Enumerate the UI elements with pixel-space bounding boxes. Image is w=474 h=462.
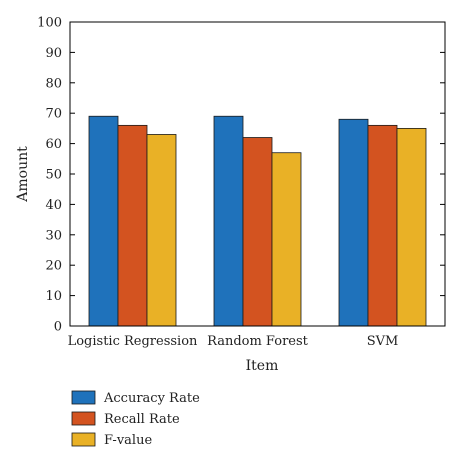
bar-accuracy-rate-1 [213,115,244,327]
y-tick-label: 50 [45,168,62,183]
legend-item: F-value [71,432,152,448]
y-tick-label: 80 [45,76,62,91]
legend: Accuracy Rate Recall Rate F-value [71,390,200,448]
bar-recall-rate-2 [367,124,398,327]
legend-swatch [71,411,96,426]
bar-accuracy-rate-0 [88,115,119,327]
legend-swatch [71,432,96,447]
legend-swatch [71,390,96,405]
y-tick-label: 30 [45,228,62,243]
bar-f-value-0 [146,134,177,327]
y-tick-label: 40 [45,198,62,213]
legend-item: Recall Rate [71,411,180,427]
x-category-label: Random Forest [207,334,309,349]
legend-label: Recall Rate [104,412,180,427]
bar-f-value-1 [271,152,302,327]
x-axis-label: Item [246,358,279,374]
y-tick-label: 90 [45,46,62,61]
y-axis: 0 10 20 30 40 50 60 70 80 90 100 [37,16,445,335]
y-tick-label: 10 [45,289,62,304]
y-tick-label: 20 [45,259,62,274]
bar-f-value-2 [396,127,427,327]
x-category-label: Logistic Regression [68,334,198,349]
y-tick-label: 0 [54,320,62,335]
y-tick-label: 70 [45,107,62,122]
legend-item: Accuracy Rate [71,390,200,406]
x-category-label: SVM [367,334,399,349]
bar-recall-rate-1 [242,137,273,327]
x-axis: Logistic Regression Random Forest SVM [68,334,399,349]
y-axis-label: Amount [15,146,31,203]
bar-recall-rate-0 [117,124,148,327]
y-tick-label: 100 [37,16,62,31]
y-tick-label: 60 [45,137,62,152]
bars-layer [88,115,427,327]
bar-accuracy-rate-2 [338,118,369,327]
legend-label: F-value [104,433,152,448]
legend-label: Accuracy Rate [103,391,200,406]
